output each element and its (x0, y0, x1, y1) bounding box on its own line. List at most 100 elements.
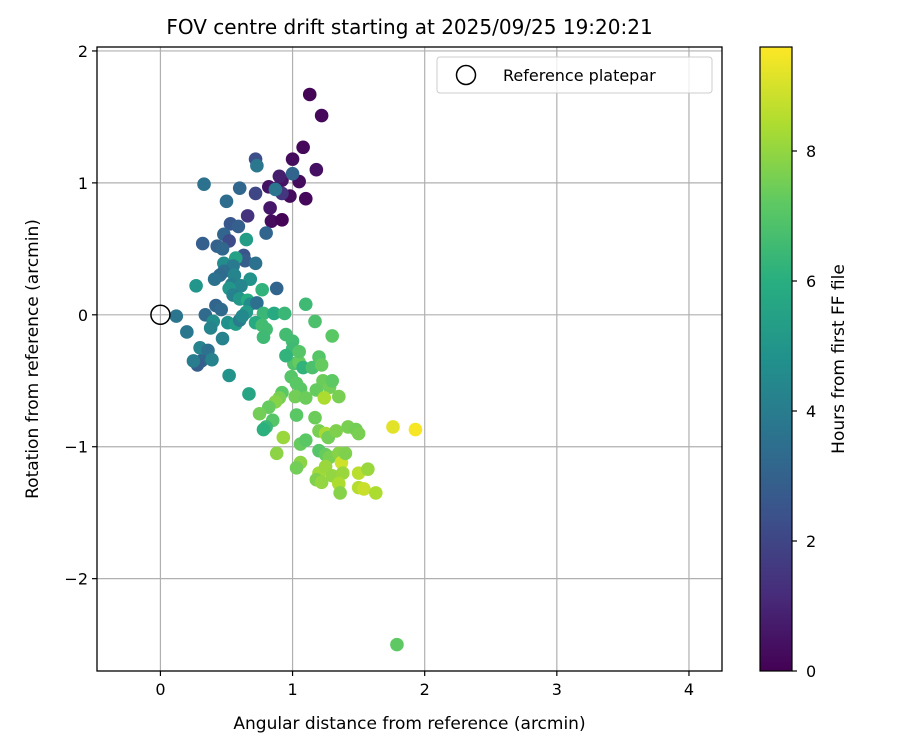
data-point (288, 389, 303, 404)
colorbar-tick-label: 0 (806, 662, 816, 681)
plot-frame (96, 46, 723, 672)
data-point (285, 166, 300, 181)
data-point (234, 278, 248, 293)
y-tick-label: −1 (64, 438, 88, 457)
data-point (308, 410, 322, 425)
y-axis-label: Rotation from reference (arcmin) (23, 219, 43, 499)
x-axis-ticks: 0 1 2 3 4 (155, 671, 694, 699)
data-point (256, 422, 271, 437)
data-point (298, 391, 313, 405)
data-point (215, 242, 230, 256)
data-point (268, 182, 283, 197)
data-point (189, 278, 203, 293)
data-point (248, 186, 263, 201)
data-point (325, 373, 340, 388)
data-point (214, 302, 229, 317)
x-axis-label: Angular distance from reference (arcmin) (233, 714, 585, 734)
colorbar-ticks: 0 2 4 6 8 (792, 142, 816, 681)
data-point (263, 201, 277, 215)
data-point (222, 368, 236, 383)
data-point (215, 331, 230, 346)
data-point (277, 306, 292, 321)
data-point (308, 314, 322, 329)
data-point (197, 177, 211, 192)
data-point (240, 209, 255, 223)
y-tick-label: 1 (78, 174, 88, 193)
data-point (255, 282, 269, 297)
legend-marker-icon (455, 64, 477, 86)
x-tick-label: 2 (420, 680, 430, 699)
data-point (269, 281, 284, 296)
data-point (298, 297, 313, 312)
data-point (296, 140, 310, 155)
data-point (332, 389, 346, 404)
data-point (317, 391, 332, 405)
data-point (309, 162, 324, 177)
data-point (314, 475, 329, 490)
data-point (250, 296, 264, 310)
data-point (235, 309, 250, 323)
data-point (232, 181, 247, 195)
data-point (195, 236, 210, 251)
legend: Reference platepar (436, 56, 713, 94)
y-tick-label: 2 (78, 42, 88, 61)
data-point (207, 272, 222, 286)
data-point (269, 446, 284, 461)
data-point (259, 226, 273, 240)
colorbar-gradient (759, 46, 793, 672)
x-tick-label: 0 (155, 680, 165, 699)
colorbar-label: Hours from first FF file (829, 264, 849, 454)
data-point (361, 462, 375, 476)
data-point (239, 232, 254, 247)
data-point (267, 306, 281, 321)
data-point (285, 152, 300, 166)
x-tick-label: 4 (684, 680, 694, 699)
data-point (369, 486, 383, 500)
colorbar-tick-label: 4 (806, 402, 816, 421)
colorbar: 0 2 4 6 8 Hours from first FF file (759, 46, 849, 681)
data-points (169, 87, 423, 652)
x-tick-label: 3 (552, 680, 562, 699)
data-point (231, 219, 246, 234)
data-point (302, 87, 317, 102)
data-point (351, 426, 366, 441)
data-point (298, 191, 313, 206)
y-tick-label: −2 (64, 570, 88, 589)
data-point (256, 330, 271, 345)
data-point (338, 446, 353, 461)
colorbar-tick-label: 6 (806, 272, 816, 291)
data-point (275, 213, 289, 227)
data-point (264, 214, 279, 228)
data-point (325, 329, 340, 343)
data-point (357, 482, 371, 496)
chart-title: FOV centre drift starting at 2025/09/25 … (166, 15, 652, 39)
data-point (386, 420, 400, 434)
data-point (276, 430, 291, 445)
data-point (250, 158, 264, 173)
x-tick-label: 1 (287, 680, 297, 699)
legend-entry-reference-platepar: Reference platepar (503, 66, 656, 85)
data-point (314, 358, 329, 372)
data-point (272, 169, 287, 184)
data-point (186, 354, 201, 368)
data-point (329, 424, 343, 438)
data-point (252, 406, 267, 421)
data-point (256, 306, 271, 321)
data-point (203, 321, 218, 335)
data-point (390, 637, 404, 652)
colorbar-tick-label: 8 (806, 142, 816, 161)
y-axis-ticks: −2 −1 0 1 2 (64, 42, 97, 589)
reference-platepar-marker (150, 304, 171, 326)
y-tick-label: 0 (78, 306, 88, 325)
data-point (292, 344, 306, 359)
data-point (180, 325, 194, 339)
legend-box (436, 56, 713, 94)
data-point (289, 461, 304, 475)
data-point (279, 348, 293, 363)
grid (97, 47, 722, 671)
data-point (248, 256, 263, 271)
data-point (242, 387, 256, 401)
colorbar-tick-label: 2 (806, 532, 816, 551)
